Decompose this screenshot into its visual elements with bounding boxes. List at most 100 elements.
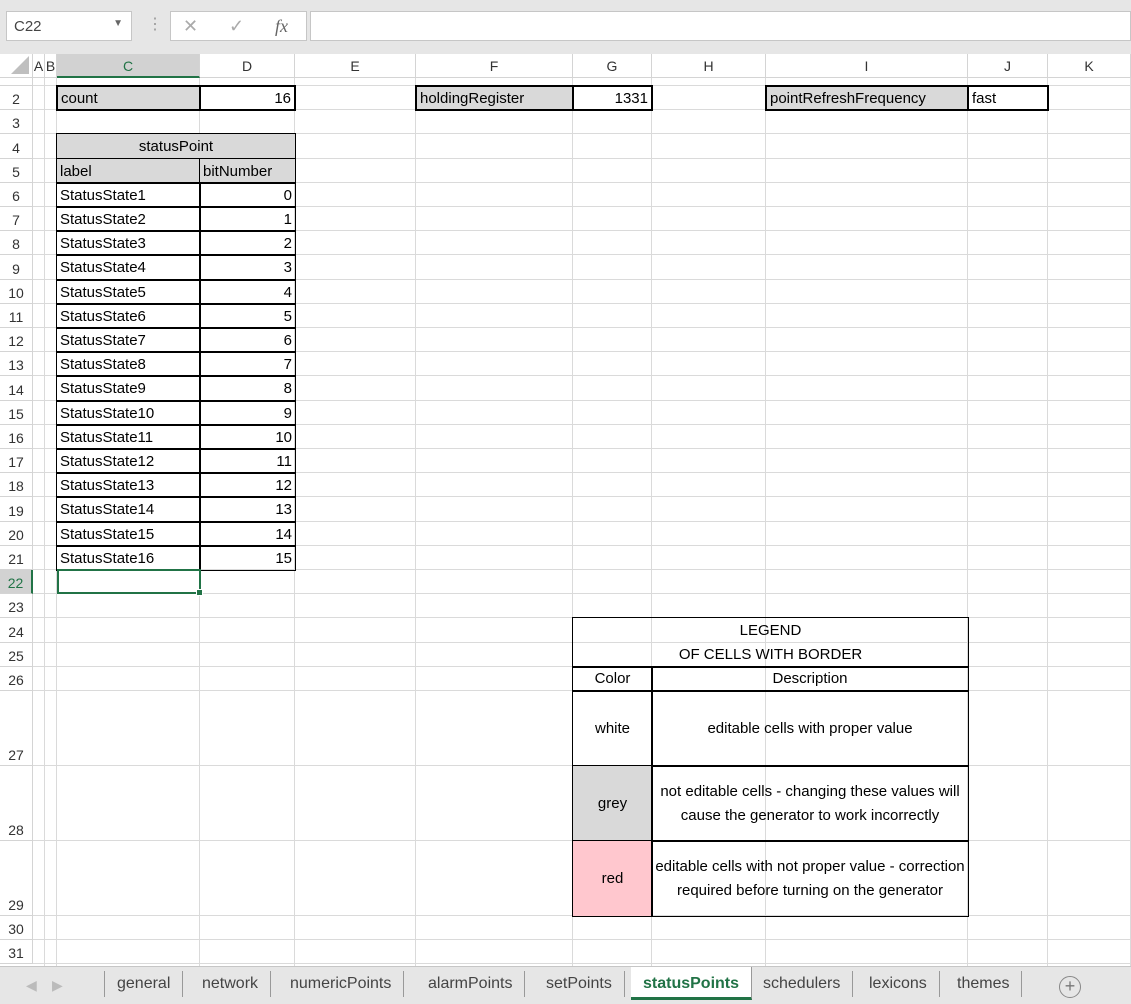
formula-input[interactable]	[310, 11, 1131, 41]
row-header-4[interactable]: 4	[0, 134, 33, 159]
cell-D9[interactable]: 3	[199, 254, 296, 281]
column-header-J[interactable]: J	[968, 54, 1048, 78]
row-header-19[interactable]: 19	[0, 497, 33, 522]
tab-general[interactable]: general	[104, 971, 184, 997]
cell-H28-I28[interactable]: not editable cells - changing these valu…	[651, 765, 969, 842]
cell-C21[interactable]: StatusState16	[56, 545, 201, 571]
cell-C10[interactable]: StatusState5	[56, 279, 201, 305]
tab-statusPoints[interactable]: statusPoints	[631, 967, 753, 1000]
row-header-27[interactable]: 27	[0, 691, 33, 766]
cell-C20[interactable]: StatusState15	[56, 521, 201, 547]
row-header-7[interactable]: 7	[0, 207, 33, 231]
cell-C13[interactable]: StatusState8	[56, 351, 201, 377]
row-header-24[interactable]: 24	[0, 618, 33, 643]
cell-D2[interactable]: 16	[199, 85, 296, 111]
column-header-A[interactable]: A	[33, 54, 45, 78]
prev-sheet-icon[interactable]: ◀	[26, 977, 37, 993]
cell-C2[interactable]: count	[56, 85, 201, 111]
cell-F2[interactable]: holdingRegister	[415, 85, 574, 111]
chevron-down-icon[interactable]: ▼	[113, 18, 123, 29]
cell-H29-I29[interactable]: editable cells with not proper value - c…	[651, 840, 969, 917]
cell-D5[interactable]: bitNumber	[199, 158, 296, 184]
row-header-2[interactable]: 2	[0, 86, 33, 110]
row-header-13[interactable]: 13	[0, 352, 33, 376]
cell-D16[interactable]: 10	[199, 424, 296, 450]
row-header-6[interactable]: 6	[0, 183, 33, 207]
row-header-31[interactable]: 31	[0, 940, 33, 964]
cell-D10[interactable]: 4	[199, 279, 296, 305]
cell-C11[interactable]: StatusState6	[56, 303, 201, 329]
cell-C17[interactable]: StatusState12	[56, 448, 201, 474]
cancel-icon[interactable]: ✕	[183, 16, 199, 36]
row-header-9[interactable]: 9	[0, 255, 33, 280]
cell-G28[interactable]: grey	[572, 765, 653, 842]
cell-G2[interactable]: 1331	[572, 85, 653, 111]
cell-G29[interactable]: red	[572, 840, 653, 917]
tab-lexicons[interactable]: lexicons	[857, 971, 940, 997]
cell-G26[interactable]: Color	[572, 666, 653, 692]
row-header-12[interactable]: 12	[0, 328, 33, 352]
cell-C4-D4[interactable]: statusPoint	[56, 133, 296, 160]
selected-cell-cursor[interactable]	[57, 569, 203, 596]
row-header-23[interactable]: 23	[0, 594, 33, 618]
cell-D17[interactable]: 11	[199, 448, 296, 474]
row-header-3[interactable]: 3	[0, 110, 33, 134]
row-header-20[interactable]: 20	[0, 522, 33, 546]
row-header-15[interactable]: 15	[0, 401, 33, 425]
column-header-F[interactable]: F	[416, 54, 573, 78]
cell-D12[interactable]: 6	[199, 327, 296, 353]
row-header-25[interactable]: 25	[0, 643, 33, 667]
tab-alarmPoints[interactable]: alarmPoints	[416, 971, 526, 997]
cell-H26-I26[interactable]: Description	[651, 666, 969, 692]
row-header-28[interactable]: 28	[0, 766, 33, 841]
column-header-H[interactable]: H	[652, 54, 766, 78]
enter-icon[interactable]: ✓	[229, 16, 245, 36]
next-sheet-icon[interactable]: ▶	[52, 977, 63, 993]
column-header-C[interactable]: C	[57, 54, 200, 78]
tab-themes[interactable]: themes	[945, 971, 1023, 997]
row-header-11[interactable]: 11	[0, 304, 33, 328]
name-box[interactable]: C22 ▼	[6, 11, 132, 41]
cell-C14[interactable]: StatusState9	[56, 375, 201, 402]
cell-D13[interactable]: 7	[199, 351, 296, 377]
row-header-26[interactable]: 26	[0, 667, 33, 691]
add-sheet-button[interactable]: +	[1059, 976, 1081, 998]
cell-G27[interactable]: white	[572, 690, 653, 767]
cell-D20[interactable]: 14	[199, 521, 296, 547]
row-header-1[interactable]	[0, 78, 33, 86]
column-header-E[interactable]: E	[295, 54, 416, 78]
cell-C16[interactable]: StatusState11	[56, 424, 201, 450]
row-header-29[interactable]: 29	[0, 841, 33, 916]
row-header-14[interactable]: 14	[0, 376, 33, 401]
cell-C12[interactable]: StatusState7	[56, 327, 201, 353]
cell-I2[interactable]: pointRefreshFrequency	[765, 85, 969, 111]
insert-function-icon[interactable]: fx	[275, 16, 288, 36]
cell-D8[interactable]: 2	[199, 230, 296, 256]
cell-C18[interactable]: StatusState13	[56, 472, 201, 498]
cell-C7[interactable]: StatusState2	[56, 206, 201, 232]
cell-D14[interactable]: 8	[199, 375, 296, 402]
cell-D15[interactable]: 9	[199, 400, 296, 426]
cell-C8[interactable]: StatusState3	[56, 230, 201, 256]
cell-D11[interactable]: 5	[199, 303, 296, 329]
column-header-B[interactable]: B	[45, 54, 57, 78]
cell-C19[interactable]: StatusState14	[56, 496, 201, 523]
cell-D7[interactable]: 1	[199, 206, 296, 232]
row-header-8[interactable]: 8	[0, 231, 33, 255]
tab-numericPoints[interactable]: numericPoints	[278, 971, 405, 997]
tab-schedulers[interactable]: schedulers	[751, 971, 854, 997]
column-header-D[interactable]: D	[200, 54, 295, 78]
cell-J2[interactable]: fast	[967, 85, 1049, 111]
cell-D6[interactable]: 0	[199, 182, 296, 208]
column-header-G[interactable]: G	[573, 54, 652, 78]
row-header-10[interactable]: 10	[0, 280, 33, 304]
select-all-button[interactable]	[0, 54, 33, 78]
cell-D18[interactable]: 12	[199, 472, 296, 498]
column-header-K[interactable]: K	[1048, 54, 1131, 78]
cell-D19[interactable]: 13	[199, 496, 296, 523]
cell-C9[interactable]: StatusState4	[56, 254, 201, 281]
cell-C15[interactable]: StatusState10	[56, 400, 201, 426]
row-header-5[interactable]: 5	[0, 159, 33, 183]
cell-C5[interactable]: label	[56, 158, 201, 184]
row-header-22[interactable]: 22	[0, 570, 33, 594]
